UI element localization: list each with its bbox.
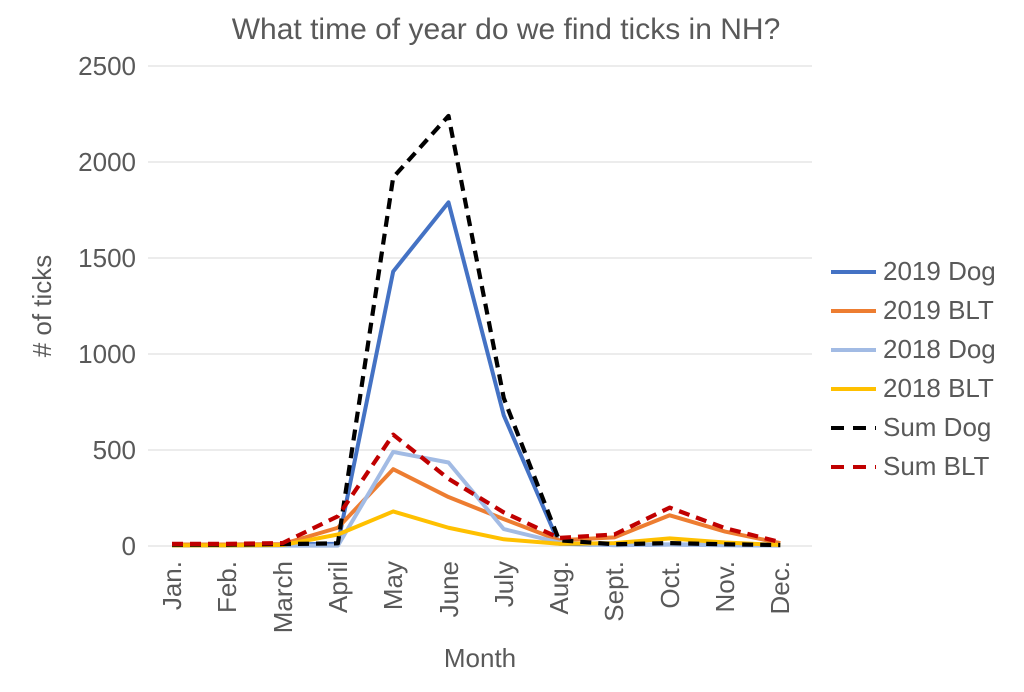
legend-swatch-icon [831,347,876,352]
legend-label: 2018 Dog [883,334,996,364]
legend-item-sum-blt: Sum BLT [831,447,1021,486]
x-tick-label: March [267,561,298,634]
legend-label: 2019 Dog [883,256,996,286]
y-tick-label: 0 [121,531,136,561]
legend-item-2018-blt: 2018 BLT [831,369,1021,408]
x-tick-label: Sept. [599,561,630,622]
legend-swatch-icon [831,308,876,313]
legend-item-2019-dog: 2019 Dog [831,252,1021,291]
y-tick-label: 1500 [78,243,136,273]
x-tick-label: July [488,561,519,608]
legend-swatch-icon [831,464,876,469]
chart-legend: 2019 Dog 2019 BLT 2018 Dog 2018 BLT Sum Dog S… [831,252,1021,486]
x-axis-title: Month [443,643,517,673]
x-tick-label: Feb. [212,561,243,614]
legend-label: 2018 BLT [883,373,994,403]
legend-label: 2019 BLT [883,295,994,325]
legend-swatch-icon [831,425,876,430]
x-tick-label: Aug. [544,561,575,615]
legend-label: Sum BLT [883,451,990,481]
y-tick-label: 500 [92,435,136,465]
x-tick-label: Dec. [765,561,796,615]
y-tick-label: 2000 [78,147,136,177]
y-axis-title-wrap: # of ticks [26,66,58,546]
legend-label: Sum Dog [883,412,992,442]
chart-title: What time of year do we find ticks in NH… [231,13,781,46]
series-line-2018-blt [172,509,781,548]
x-tick-label: June [433,561,464,618]
y-axis-title: # of ticks [27,254,57,358]
x-tick-label: May [378,561,409,611]
legend-swatch-icon [831,386,876,391]
y-tick-label: 1000 [78,339,136,369]
y-tick-label: 2500 [78,51,136,81]
legend-item-sum-dog: Sum Dog [831,408,1021,447]
legend-item-2018-dog: 2018 Dog [831,330,1021,369]
legend-swatch-icon [831,269,876,274]
legend-item-2019-blt: 2019 BLT [831,291,1021,330]
x-tick-label: Jan. [157,561,187,611]
series-line-sum-blt [172,432,781,546]
x-tick-label: Oct. [654,561,685,609]
series-line-sum-dog [172,113,781,548]
x-tick-label: April [322,561,353,614]
x-tick-label: Nov. [710,561,740,613]
